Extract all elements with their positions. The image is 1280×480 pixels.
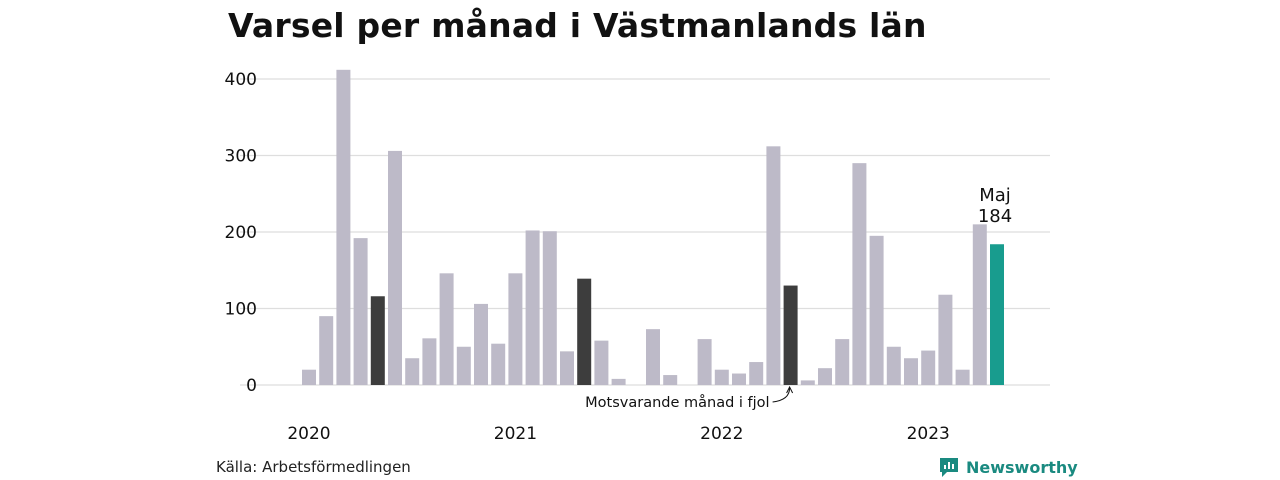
bar-2023-01 bbox=[921, 350, 936, 385]
bar-2022-05 bbox=[783, 285, 798, 385]
newsworthy-logo-icon bbox=[940, 458, 958, 477]
bar-2021-12 bbox=[697, 339, 712, 385]
bar-2022-12 bbox=[904, 358, 918, 385]
bar-2020-11 bbox=[474, 303, 488, 385]
bar-2020-07 bbox=[405, 358, 420, 385]
bar-2020-09 bbox=[439, 273, 454, 385]
bar-2020-04 bbox=[353, 238, 368, 385]
bar-2021-07 bbox=[611, 378, 626, 385]
y-axis-labels: 0 100 200 300 400 bbox=[225, 70, 257, 396]
y-tick-label: 400 bbox=[225, 70, 257, 90]
brand-logo: Newsworthy bbox=[938, 456, 1078, 478]
x-year-label: 2022 bbox=[700, 424, 743, 444]
y-tick-label: 300 bbox=[225, 147, 257, 167]
bar-2020-08 bbox=[422, 338, 437, 385]
source-text: Källa: Arbetsförmedlingen bbox=[216, 458, 411, 476]
x-year-label: 2020 bbox=[287, 424, 330, 444]
annotation-arrow bbox=[772, 387, 791, 403]
bar-2022-07 bbox=[818, 368, 832, 385]
current-month-label: Maj bbox=[979, 185, 1011, 206]
bar-2021-05 bbox=[577, 278, 592, 385]
bar-2023-04 bbox=[972, 224, 987, 385]
annotation-text: Motsvarande månad i fjol bbox=[585, 394, 769, 411]
bar-2020-03 bbox=[336, 69, 351, 385]
bar-2020-10 bbox=[456, 346, 471, 385]
bar-2022-11 bbox=[886, 346, 901, 385]
bar-2021-01 bbox=[508, 273, 523, 385]
bar-2022-10 bbox=[869, 235, 884, 385]
bar-2020-01 bbox=[302, 369, 316, 385]
bar-2023-02 bbox=[938, 294, 953, 385]
bar-2021-02 bbox=[525, 230, 540, 385]
bar-2021-04 bbox=[560, 351, 574, 385]
bar-2020-05 bbox=[370, 296, 385, 385]
bar-2021-09 bbox=[646, 329, 660, 385]
brand-name: Newsworthy bbox=[966, 457, 1078, 477]
bar-2022-02 bbox=[732, 373, 746, 385]
bar-2020-02 bbox=[319, 316, 334, 385]
x-year-label: 2021 bbox=[494, 424, 537, 444]
y-tick-label: 0 bbox=[246, 376, 257, 396]
bar-2023-05 bbox=[990, 244, 1004, 385]
bars bbox=[302, 69, 1004, 385]
y-tick-label: 100 bbox=[225, 300, 257, 320]
bar-2022-04 bbox=[766, 146, 781, 385]
bar-2022-09 bbox=[852, 163, 867, 385]
bar-2022-01 bbox=[714, 369, 729, 385]
bar-2022-03 bbox=[749, 362, 764, 385]
bar-2021-06 bbox=[594, 340, 609, 385]
bar-2020-06 bbox=[388, 150, 402, 385]
bar-2022-08 bbox=[835, 339, 850, 385]
current-value-label: 184 bbox=[978, 206, 1012, 227]
bar-2023-03 bbox=[955, 369, 970, 385]
bar-2020-12 bbox=[491, 343, 506, 385]
y-tick-label: 200 bbox=[225, 223, 257, 243]
chart-title: Varsel per månad i Västmanlands län bbox=[228, 6, 927, 45]
bar-2021-10 bbox=[663, 375, 678, 385]
x-year-label: 2023 bbox=[907, 424, 950, 444]
annotation-arrowhead bbox=[786, 385, 794, 394]
bar-2022-06 bbox=[800, 380, 815, 385]
bar-2021-03 bbox=[542, 231, 557, 385]
x-axis-labels: 2020 2021 2022 2023 bbox=[287, 424, 949, 444]
